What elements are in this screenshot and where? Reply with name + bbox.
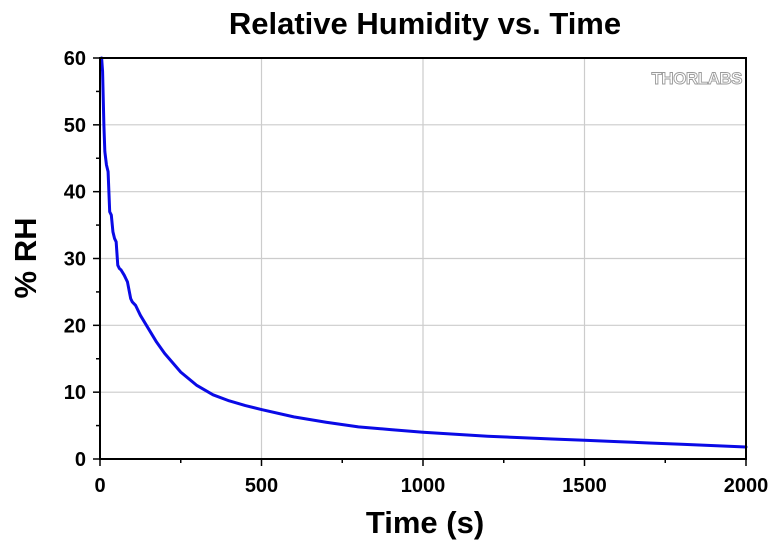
y-tick-label: 40	[64, 182, 86, 204]
plot-layer	[100, 56, 748, 449]
x-tick-label: 2000	[724, 475, 769, 497]
grid-layer	[100, 58, 746, 459]
x-axis-label: Time (s)	[366, 505, 484, 540]
y-tick-label: 30	[64, 249, 86, 271]
ticks-layer: 0 500 1000 1500 2000 0 10 20 30 40 50 60	[64, 48, 769, 497]
x-tick-label: 0	[94, 475, 105, 497]
y-tick-label: 60	[64, 48, 86, 70]
x-tick-label: 1500	[562, 475, 607, 497]
watermark-logo: THORLABS	[652, 69, 743, 88]
x-tick-label: 500	[245, 475, 278, 497]
y-axis-label: % RH	[8, 218, 43, 299]
y-tick-label: 20	[64, 315, 86, 337]
y-tick-label: 10	[64, 382, 86, 404]
x-tick-label: 1000	[401, 475, 446, 497]
chart-title: Relative Humidity vs. Time	[229, 6, 621, 41]
y-tick-label: 0	[75, 449, 86, 471]
series-line-1	[100, 56, 748, 449]
y-tick-label: 50	[64, 115, 86, 137]
